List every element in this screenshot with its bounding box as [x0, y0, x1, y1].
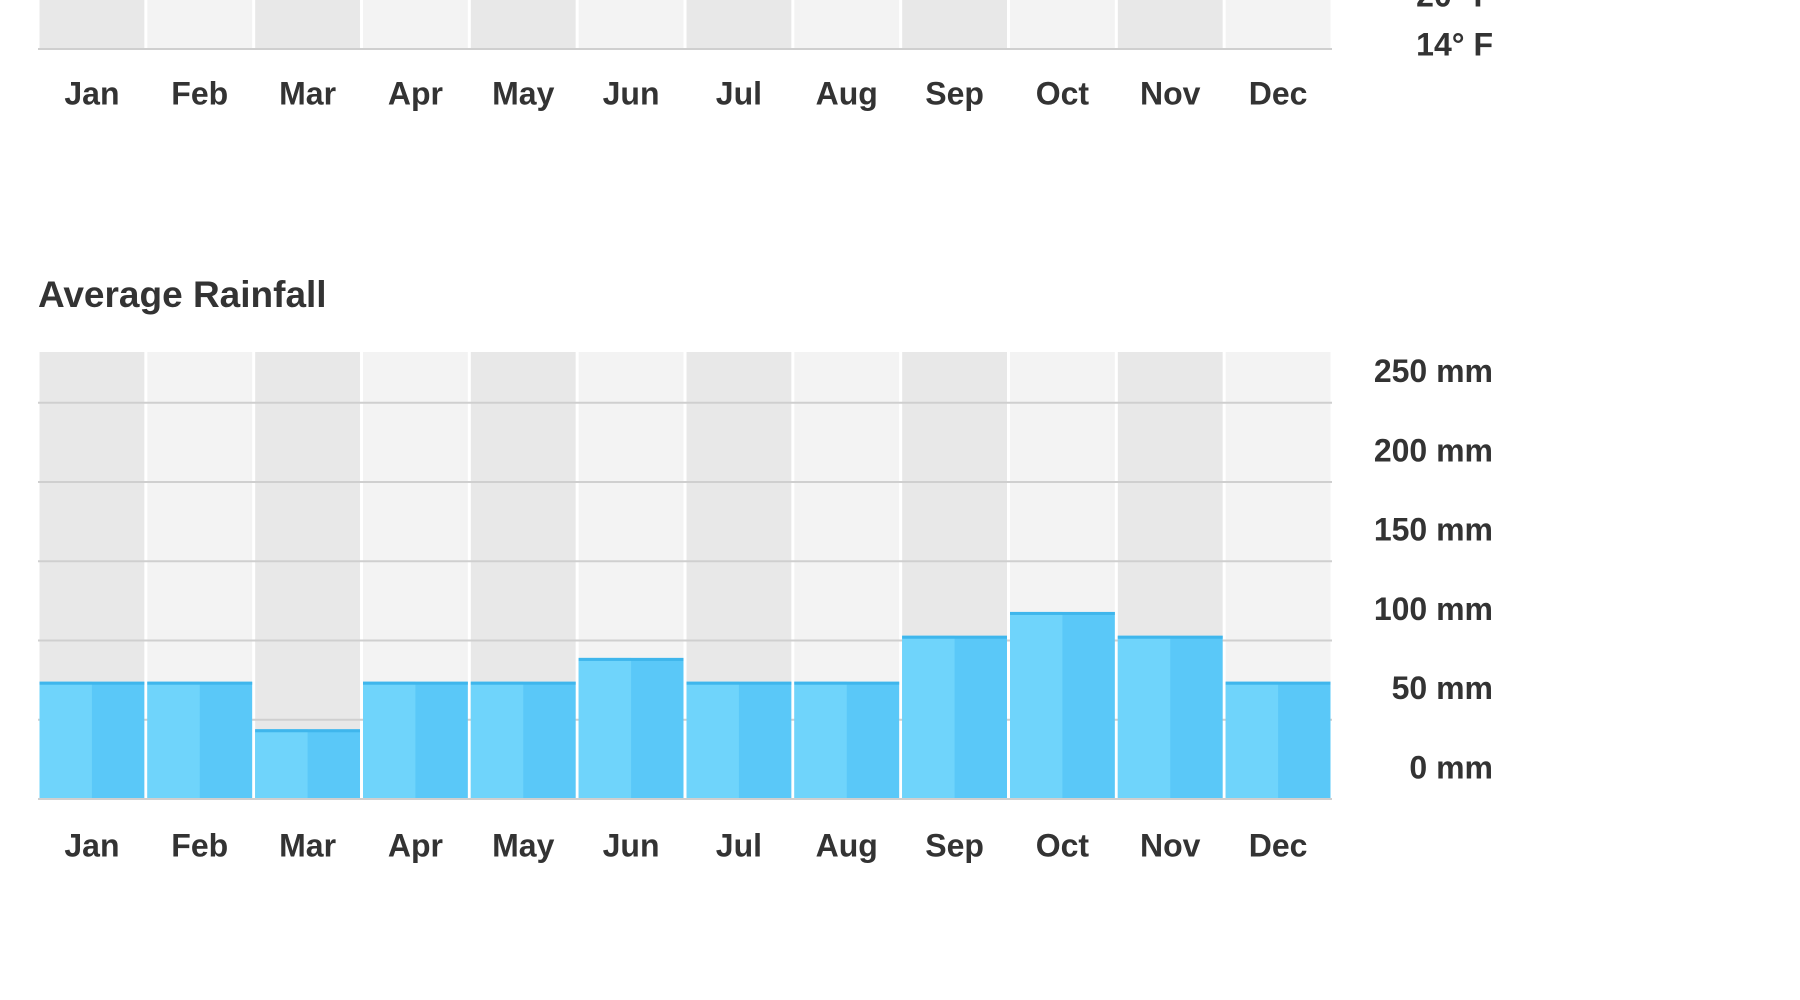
column-background — [39, 0, 145, 49]
column-background — [902, 0, 1007, 49]
bar-part — [578, 657, 684, 661]
y-tick-label: 100 mm — [1374, 591, 1493, 627]
x-tick-label: Oct — [1036, 75, 1090, 111]
y-tick-label: 250 mm — [1374, 353, 1493, 389]
bar — [686, 681, 792, 799]
y-tick-label: 20° F — [1416, 0, 1493, 13]
bar — [794, 681, 900, 799]
column-background — [470, 0, 576, 49]
x-tick-label: Apr — [388, 75, 443, 111]
x-tick-label: Sep — [925, 827, 984, 863]
x-tick-label: Nov — [1140, 827, 1201, 863]
column-background — [255, 352, 360, 799]
bar-part — [147, 681, 253, 685]
bar — [255, 729, 360, 799]
x-tick-label: Jul — [716, 75, 762, 111]
y-tick-label: 50 mm — [1392, 670, 1493, 706]
x-tick-label: Dec — [1249, 827, 1308, 863]
x-tick-label: Apr — [388, 827, 443, 863]
chart-title: Average Rainfall — [38, 274, 327, 315]
x-tick-label: Oct — [1036, 827, 1090, 863]
x-tick-label: Jun — [603, 75, 660, 111]
x-tick-label: Sep — [925, 75, 984, 111]
bar-part — [255, 729, 360, 733]
bar-part — [147, 681, 200, 799]
column-background — [794, 0, 900, 49]
y-tick-label: 150 mm — [1374, 512, 1493, 548]
x-tick-label: Feb — [171, 827, 228, 863]
bar-part — [902, 635, 955, 799]
bar-part — [363, 681, 416, 799]
bar — [902, 635, 1007, 799]
bar-part — [794, 681, 847, 799]
bar — [470, 681, 576, 799]
bar — [1117, 635, 1223, 799]
bar-part — [686, 681, 739, 799]
bar-part — [1225, 681, 1279, 799]
column-background — [255, 0, 360, 49]
column-background — [578, 0, 684, 49]
bar-part — [1117, 635, 1171, 799]
x-tick-label: Nov — [1140, 75, 1201, 111]
bar — [147, 681, 253, 799]
bar — [1225, 681, 1331, 799]
x-tick-label: Dec — [1249, 75, 1308, 111]
x-tick-label: Feb — [171, 75, 228, 111]
bar — [39, 681, 145, 799]
bar — [578, 657, 684, 799]
x-tick-label: Jul — [716, 827, 762, 863]
bar — [1010, 611, 1115, 799]
x-tick-label: Jan — [64, 75, 119, 111]
x-tick-label: Aug — [816, 827, 878, 863]
x-tick-label: Jun — [603, 827, 660, 863]
bar-part — [578, 657, 632, 799]
column-background — [147, 0, 253, 49]
bar — [363, 681, 468, 799]
bar-part — [39, 681, 145, 685]
bar-part — [794, 681, 900, 685]
bar-part — [1117, 635, 1223, 639]
bar-part — [470, 681, 524, 799]
bar-part — [255, 729, 308, 799]
column-background — [363, 0, 468, 49]
y-tick-label: 0 mm — [1409, 749, 1493, 785]
bar-part — [902, 635, 1007, 639]
bar-part — [1010, 611, 1115, 615]
x-tick-label: May — [492, 827, 554, 863]
column-background — [686, 0, 792, 49]
x-tick-label: Aug — [816, 75, 878, 111]
bar-part — [39, 681, 92, 799]
x-tick-label: Mar — [279, 75, 336, 111]
x-tick-label: Jan — [64, 827, 119, 863]
column-background — [1117, 0, 1223, 49]
bar-part — [470, 681, 576, 685]
bar-part — [363, 681, 468, 685]
bar-part — [1225, 681, 1331, 685]
bar-part — [686, 681, 792, 685]
x-tick-label: Mar — [279, 827, 336, 863]
x-tick-label: May — [492, 75, 554, 111]
bar-part — [1010, 611, 1063, 799]
column-background — [1010, 0, 1115, 49]
column-background — [1225, 0, 1331, 49]
y-tick-label: 200 mm — [1374, 432, 1493, 468]
y-tick-label: 14° F — [1416, 26, 1493, 62]
